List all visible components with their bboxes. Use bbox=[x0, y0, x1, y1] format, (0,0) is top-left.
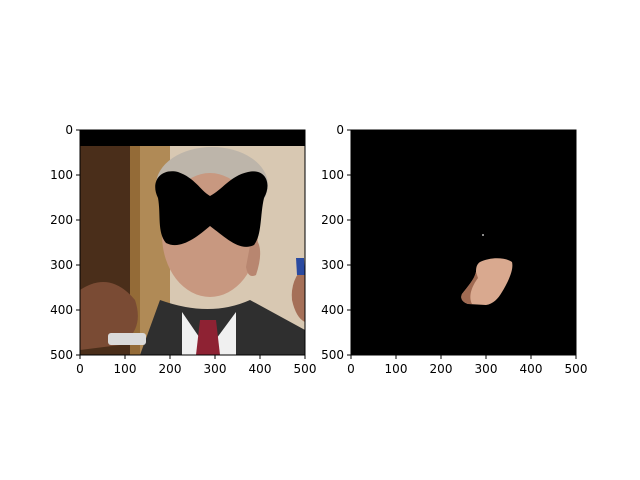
left-y-tick-label: 100 bbox=[50, 168, 73, 182]
left-y-tick-label: 400 bbox=[50, 303, 73, 317]
right-axes-frame bbox=[350, 129, 577, 356]
left-image-mic bbox=[296, 258, 305, 275]
right-y-tick-label: 400 bbox=[321, 303, 344, 317]
right-x-tick-label: 100 bbox=[385, 362, 408, 376]
right-x-tick-label: 500 bbox=[565, 362, 588, 376]
left-image-bowtie-mask bbox=[155, 171, 268, 247]
left-subplot: 0 100 200 300 400 500 0 100 200 300 400 500 bbox=[50, 123, 316, 376]
left-axes-frame bbox=[79, 129, 306, 356]
left-x-tick-label: 400 bbox=[249, 362, 272, 376]
right-image-speck bbox=[482, 234, 484, 236]
right-y-tick-label: 100 bbox=[321, 168, 344, 182]
left-image-top-band bbox=[80, 130, 305, 146]
right-image bbox=[351, 130, 576, 355]
left-y-ticks: 0 100 200 300 400 500 bbox=[50, 123, 80, 362]
right-y-tick-label: 300 bbox=[321, 258, 344, 272]
left-image-ear bbox=[246, 235, 261, 276]
right-y-tick-label: 500 bbox=[321, 348, 344, 362]
right-image-skin-patch bbox=[461, 258, 513, 305]
left-image bbox=[80, 130, 305, 355]
left-image-hand-right bbox=[291, 265, 305, 322]
left-x-tick-label: 300 bbox=[204, 362, 227, 376]
right-y-ticks: 0 100 200 300 400 500 bbox=[321, 123, 351, 362]
left-image-tie bbox=[196, 320, 220, 355]
left-x-tick-label: 500 bbox=[294, 362, 317, 376]
right-x-tick-label: 300 bbox=[475, 362, 498, 376]
left-image-suit bbox=[140, 300, 305, 355]
right-image-skin-shadow bbox=[461, 272, 478, 304]
right-y-tick-label: 0 bbox=[336, 123, 344, 137]
left-y-tick-label: 300 bbox=[50, 258, 73, 272]
left-y-tick-label: 0 bbox=[65, 123, 73, 137]
left-x-tick-label: 200 bbox=[159, 362, 182, 376]
right-image-background bbox=[351, 130, 576, 355]
right-y-tick-label: 200 bbox=[321, 213, 344, 227]
right-x-tick-label: 400 bbox=[520, 362, 543, 376]
left-y-tick-label: 500 bbox=[50, 348, 73, 362]
left-y-tick-label: 200 bbox=[50, 213, 73, 227]
left-x-tick-label: 100 bbox=[114, 362, 137, 376]
right-x-tick-label: 200 bbox=[430, 362, 453, 376]
left-image-shirt bbox=[182, 312, 236, 355]
right-subplot: 0 100 200 300 400 500 0 100 200 300 400 500 bbox=[321, 123, 587, 376]
right-x-ticks: 0 100 200 300 400 500 bbox=[347, 355, 587, 376]
right-x-tick-label: 0 bbox=[347, 362, 355, 376]
left-x-tick-label: 0 bbox=[76, 362, 84, 376]
left-x-ticks: 0 100 200 300 400 500 bbox=[76, 355, 316, 376]
left-image-watch bbox=[108, 333, 146, 345]
